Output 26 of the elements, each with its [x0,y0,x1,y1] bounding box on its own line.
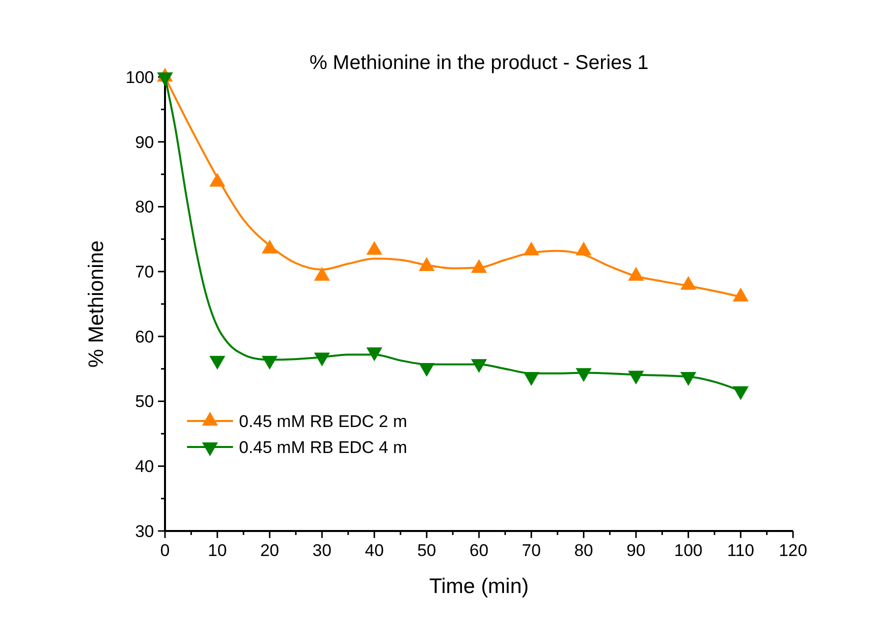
x-tick-label: 100 [674,541,703,560]
y-tick-label: 60 [135,327,154,346]
x-tick-label: 70 [522,541,541,560]
x-axis-title: Time (min) [429,575,529,598]
x-tick-label: 120 [778,541,808,560]
y-tick-label: 40 [135,457,154,476]
y-tick-label: 80 [135,198,154,217]
y-tick-label: 70 [135,262,154,282]
x-tick-label: 0 [160,541,170,560]
x-tick-label: 90 [626,541,646,560]
x-tick-label: 50 [417,541,436,560]
x-tick-label: 60 [470,541,488,560]
y-tick-label: 30 [135,522,154,541]
y-tick-label: 50 [135,392,154,412]
x-tick-label: 30 [312,541,332,560]
x-tick-label: 20 [260,541,280,560]
y-tick-label: 100 [126,68,154,87]
chart-title: % Methionine in the product - Series 1 [309,52,649,74]
x-tick-label: 80 [574,541,594,560]
legend-label: 0.45 mM RB EDC 4 m [239,438,408,457]
x-tick-label: 40 [364,541,384,560]
x-tick-label: 110 [727,541,754,560]
y-axis-title: % Methionine [85,240,108,368]
x-tick-label: 10 [208,541,227,560]
y-tick-label: 90 [135,132,154,152]
legend-label: 0.45 mM RB EDC 2 m [239,412,408,431]
